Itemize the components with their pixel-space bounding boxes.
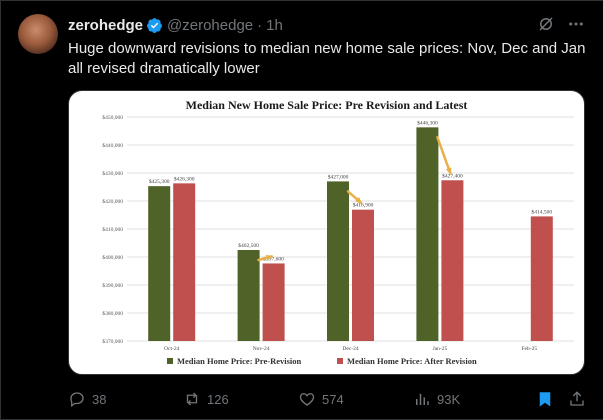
avatar[interactable] (18, 14, 58, 54)
y-tick-label: $450,000 (102, 114, 123, 121)
data-label: $446,300 (417, 119, 438, 126)
y-tick-label: $390,000 (102, 282, 123, 289)
like-button[interactable]: 574 (298, 389, 344, 409)
y-tick-label: $370,000 (102, 338, 123, 345)
bookmark-icon (539, 392, 551, 407)
like-count: 574 (322, 391, 344, 407)
y-tick-label: $440,000 (102, 142, 123, 149)
legend-pre-revision-label: Median Home Price: Pre-Revision (177, 356, 302, 366)
tweet-media-chart[interactable]: Median New Home Sale Price: Pre Revision… (68, 90, 585, 375)
y-tick-label: $380,000 (102, 310, 123, 317)
data-label: $427,400 (442, 172, 463, 179)
x-tick-label: Feb-25 (522, 346, 538, 352)
y-tick-label: $420,000 (102, 198, 123, 205)
view-count: 93K (437, 391, 461, 407)
legend-pre-revision-swatch (167, 358, 173, 364)
y-tick-label: $410,000 (102, 226, 123, 233)
bar-after-revision (262, 263, 285, 341)
data-label: $425,300 (149, 178, 170, 185)
revision-arrow-head (445, 167, 452, 176)
tweet-top-actions (537, 15, 585, 33)
data-label: $426,300 (174, 175, 195, 182)
views-button[interactable]: 93K (413, 389, 460, 409)
legend-after-revision-swatch (337, 358, 343, 364)
bar-after-revision (352, 209, 374, 341)
bar-pre-revision (148, 186, 171, 341)
separator-dot: · (257, 16, 263, 34)
heart-icon (299, 393, 315, 406)
bar-after-revision (441, 180, 464, 341)
chart-canvas: $370,000 $380,000 $390,000 $400,000 $410,000… (102, 114, 574, 366)
handle[interactable]: @zerohedge (167, 16, 254, 34)
legend-after-revision-label: Median Home Price: After Revision (347, 356, 477, 366)
bar-after-revision (530, 216, 553, 341)
repost-count: 126 (207, 391, 229, 407)
repost-icon (186, 392, 198, 406)
bar-pre-revision (327, 181, 349, 341)
x-tick-label: Oct-24 (164, 346, 180, 352)
display-name[interactable]: zerohedge (68, 16, 144, 34)
data-label: $427,000 (328, 173, 349, 180)
chart-title: Median New Home Sale Price: Pre Revision… (185, 98, 468, 112)
data-label: $402,500 (238, 242, 259, 249)
repost-button[interactable]: 126 (183, 389, 229, 409)
bar-after-revision (173, 183, 196, 341)
share-button[interactable] (568, 389, 592, 409)
timestamp[interactable]: 1h (266, 16, 283, 34)
reply-icon (70, 392, 84, 408)
verified-badge-icon (147, 17, 162, 33)
data-label: $414,500 (531, 208, 552, 215)
x-tick-label: Nov-24 (253, 346, 270, 352)
bar-pre-revision (237, 250, 260, 341)
tweet-actions: 38 126 574 93K (68, 389, 588, 409)
y-tick-label: $400,000 (102, 254, 123, 261)
data-label: $416,900 (353, 202, 374, 209)
tweet-header: zerohedge @zerohedge · 1h (68, 15, 283, 35)
data-label: $397,600 (263, 255, 284, 262)
more-options-icon[interactable] (567, 15, 585, 33)
reply-button[interactable]: 38 (68, 389, 106, 409)
analytics-icon (416, 393, 429, 405)
tweet-text: Huge downward revisions to median new ho… (68, 40, 586, 77)
bookmark-button[interactable] (536, 389, 560, 409)
x-tick-label: Dec-24 (342, 346, 358, 352)
reply-count: 38 (92, 391, 107, 407)
revision-arrow-head (355, 197, 363, 204)
share-icon (570, 391, 584, 406)
x-tick-label: Jan-25 (433, 346, 448, 352)
revision-arrow-head (265, 255, 274, 261)
grok-icon[interactable] (537, 15, 555, 33)
y-tick-label: $430,000 (102, 170, 123, 177)
bar-pre-revision (416, 127, 439, 341)
revision-arrow-shaft (436, 136, 452, 175)
